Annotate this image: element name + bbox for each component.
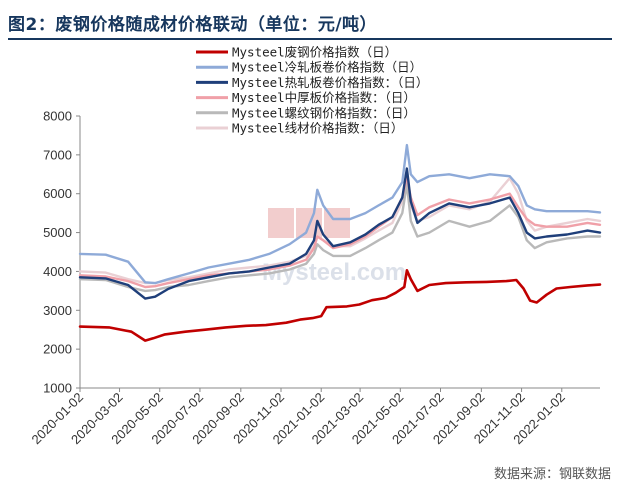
y-tick-label: 2000 <box>43 342 72 357</box>
y-tick-label: 4000 <box>43 264 72 279</box>
legend-label: Mysteel热轧板卷价格指数：（日） <box>232 75 428 90</box>
figure-title: 图2：废钢价格随成材价格联动（单位：元/吨） <box>8 15 378 35</box>
y-tick-label: 7000 <box>43 147 72 162</box>
watermark-logo <box>268 208 294 238</box>
series-line <box>78 268 602 342</box>
legend-label: Mysteel冷轧板卷价格指数（日） <box>232 60 422 75</box>
legend: Mysteel废钢价格指数（日）Mysteel冷轧板卷价格指数（日）Mystee… <box>196 45 428 136</box>
series-line <box>78 143 602 285</box>
y-tick-label: 3000 <box>43 303 72 318</box>
y-tick-label: 8000 <box>43 109 72 124</box>
source-note: 数据来源：钢联数据 <box>493 467 611 482</box>
series-line <box>78 171 602 285</box>
series-layer <box>78 143 602 342</box>
y-tick-label: 6000 <box>43 186 72 201</box>
series-line <box>78 182 602 293</box>
legend-label: Mysteel中厚板价格指数：（日） <box>232 90 416 105</box>
y-tick-label: 1000 <box>43 381 72 396</box>
legend-label: Mysteel线材价格指数：（日） <box>232 121 403 136</box>
legend-label: Mysteel废钢价格指数（日） <box>232 45 397 60</box>
series-line <box>78 167 602 300</box>
series-line <box>78 174 602 289</box>
title-rule <box>8 38 612 40</box>
legend-label: Mysteel螺纹钢价格指数：（日） <box>232 105 416 120</box>
y-tick-label: 5000 <box>43 225 72 240</box>
